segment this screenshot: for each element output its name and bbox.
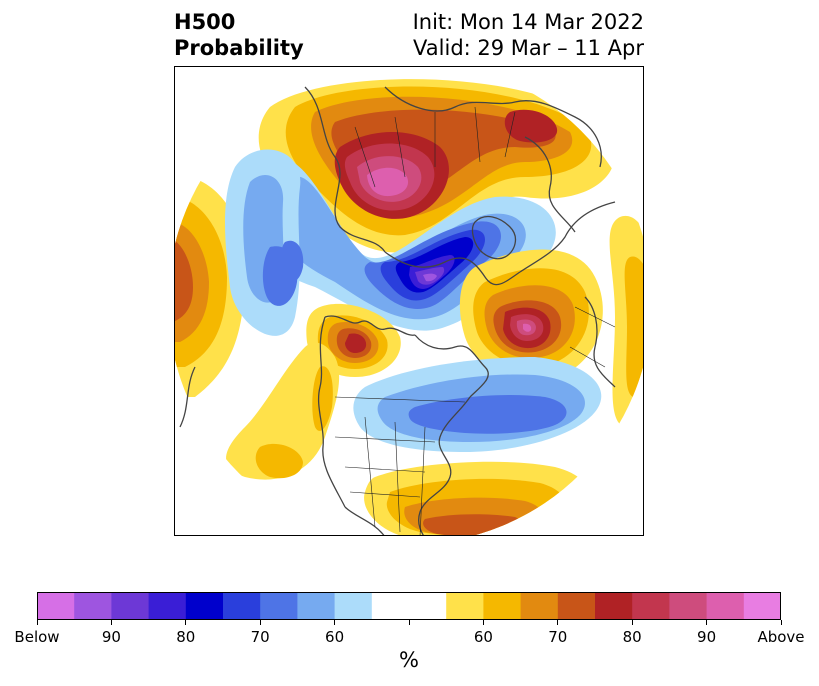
colorbar-tick-label: Above: [757, 628, 805, 646]
colorbar-tick-label: 80: [622, 628, 642, 646]
coastlines: [179, 86, 616, 535]
colorbar-tick-label: Below: [14, 628, 60, 646]
colorbar-swatch: [743, 592, 782, 620]
colorbar: [37, 592, 782, 620]
colorbar-swatch: [595, 592, 633, 620]
title-variable: H500: [174, 10, 236, 34]
colorbar-swatch: [669, 592, 708, 620]
colorbar-tick: [259, 620, 261, 625]
colorbar-swatch: [148, 592, 187, 620]
colorbar-tick: [185, 620, 187, 625]
anomaly-north-positive: [258, 79, 616, 253]
colorbar-tick: [110, 620, 112, 625]
valid-range: Valid: 29 Mar – 11 Apr: [413, 36, 644, 60]
colorbar-tick-label: 70: [548, 628, 568, 646]
colorbar-tick: [408, 620, 410, 625]
colorbar-swatch: [409, 592, 447, 620]
colorbar-swatch: [260, 592, 298, 620]
polar-map: [174, 66, 644, 536]
colorbar-swatch: [111, 592, 150, 620]
colorbar-tick: [334, 620, 336, 625]
colorbar-swatches: [37, 592, 782, 620]
colorbar-tick: [631, 620, 633, 625]
colorbar-tick-label: 60: [473, 628, 493, 646]
colorbar-swatch: [632, 592, 670, 620]
colorbar-swatch: [37, 592, 75, 620]
anomaly-west-positive: [175, 175, 245, 397]
colorbar-tick: [557, 620, 559, 625]
colorbar-tick-label: 60: [325, 628, 345, 646]
colorbar-unit: %: [399, 648, 419, 672]
colorbar-outline: [37, 592, 781, 620]
map-title: H500 Probability: [174, 9, 304, 61]
title-field: Probability: [174, 36, 304, 60]
anomaly-atlantic-negative: [262, 246, 602, 452]
colorbar-swatch: [334, 592, 373, 620]
colorbar-swatch: [446, 592, 484, 620]
colorbar-swatch: [74, 592, 112, 620]
colorbar-swatch: [520, 592, 559, 620]
colorbar-swatch: [185, 592, 224, 620]
colorbar-tick-label: 90: [101, 628, 121, 646]
colorbar-tick: [36, 620, 38, 625]
anomaly-europe-positive: [459, 249, 603, 380]
colorbar-tick: [780, 620, 782, 625]
colorbar-swatch: [706, 592, 745, 620]
political-borders: [334, 106, 616, 535]
colorbar-tick-label: 90: [697, 628, 717, 646]
colorbar-swatch: [371, 592, 410, 620]
init-date: Init: Mon 14 Mar 2022: [412, 10, 644, 34]
colorbar-swatch: [223, 592, 261, 620]
forecast-dates: Init: Mon 14 Mar 2022 Valid: 29 Mar – 11…: [413, 9, 644, 61]
colorbar-tick-label: 70: [250, 628, 270, 646]
colorbar-swatch: [557, 592, 596, 620]
colorbar-swatch: [483, 592, 522, 620]
colorbar-tick-label: 80: [176, 628, 196, 646]
colorbar-swatch: [297, 592, 336, 620]
map-canvas: [175, 67, 643, 535]
anomaly-field: [175, 67, 643, 535]
anomaly-asia-positive: [609, 215, 643, 427]
colorbar-tick: [482, 620, 484, 625]
colorbar-tick: [706, 620, 708, 625]
anomaly-pacific-positive: [226, 342, 340, 480]
